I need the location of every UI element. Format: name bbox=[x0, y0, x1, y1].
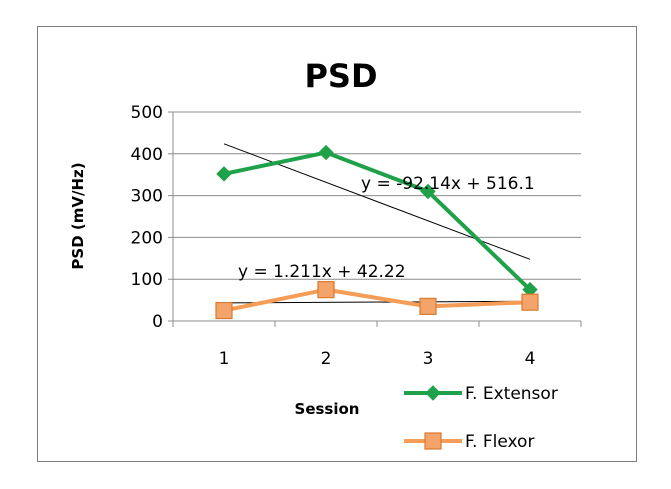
y-tick-labels: 0 100 200 300 400 500 bbox=[131, 103, 163, 332]
x-tick-label: 3 bbox=[423, 349, 434, 369]
legend-marker-extensor bbox=[425, 385, 441, 401]
series-line-extensor bbox=[223, 150, 532, 292]
legend-label-flexor: F. Flexor bbox=[465, 432, 534, 452]
trendline-label-flexor: y = 1.211x + 42.22 bbox=[238, 262, 406, 282]
point-flexor-1 bbox=[215, 301, 233, 320]
point-extensor-1 bbox=[216, 166, 232, 182]
y-tick-label: 100 bbox=[131, 270, 163, 290]
trendline-labels: y = -92.14x + 516.1 y = 1.211x + 42.22 bbox=[238, 174, 535, 282]
trendline-extensor bbox=[223, 143, 531, 260]
grid-lines bbox=[173, 111, 581, 280]
y-tick-label: 0 bbox=[152, 312, 163, 332]
y-tick-label: 500 bbox=[131, 103, 163, 123]
point-flexor-3 bbox=[419, 297, 437, 315]
y-axis-label: PSD (mV/Hz) bbox=[69, 162, 87, 269]
x-axis-label: Session bbox=[295, 400, 360, 418]
trendline-label-extensor: y = -92.14x + 516.1 bbox=[361, 174, 535, 194]
series-line-flexor bbox=[223, 287, 531, 313]
trendline-flexor bbox=[223, 300, 531, 304]
legend-label-extensor: F. Extensor bbox=[465, 384, 558, 404]
x-tick-labels: 1 2 3 4 bbox=[219, 349, 536, 369]
point-flexor-2 bbox=[317, 281, 335, 299]
chart-title: PSD bbox=[304, 57, 377, 95]
point-extensor-3 bbox=[420, 183, 436, 200]
x-tick-label: 2 bbox=[321, 349, 332, 369]
y-tick-label: 300 bbox=[131, 187, 163, 207]
x-tick-label: 4 bbox=[525, 349, 536, 369]
y-tick-label: 200 bbox=[131, 228, 163, 248]
axes bbox=[168, 111, 582, 327]
x-tick-label: 1 bbox=[219, 349, 230, 369]
chart-frame bbox=[37, 26, 637, 462]
legend-marker-flexor bbox=[424, 432, 442, 450]
legend: F. Extensor F. Flexor bbox=[404, 384, 558, 452]
point-extensor-2 bbox=[318, 144, 334, 161]
series-lines bbox=[215, 144, 539, 320]
point-flexor-4 bbox=[521, 293, 539, 311]
y-tick-label: 400 bbox=[131, 145, 163, 165]
